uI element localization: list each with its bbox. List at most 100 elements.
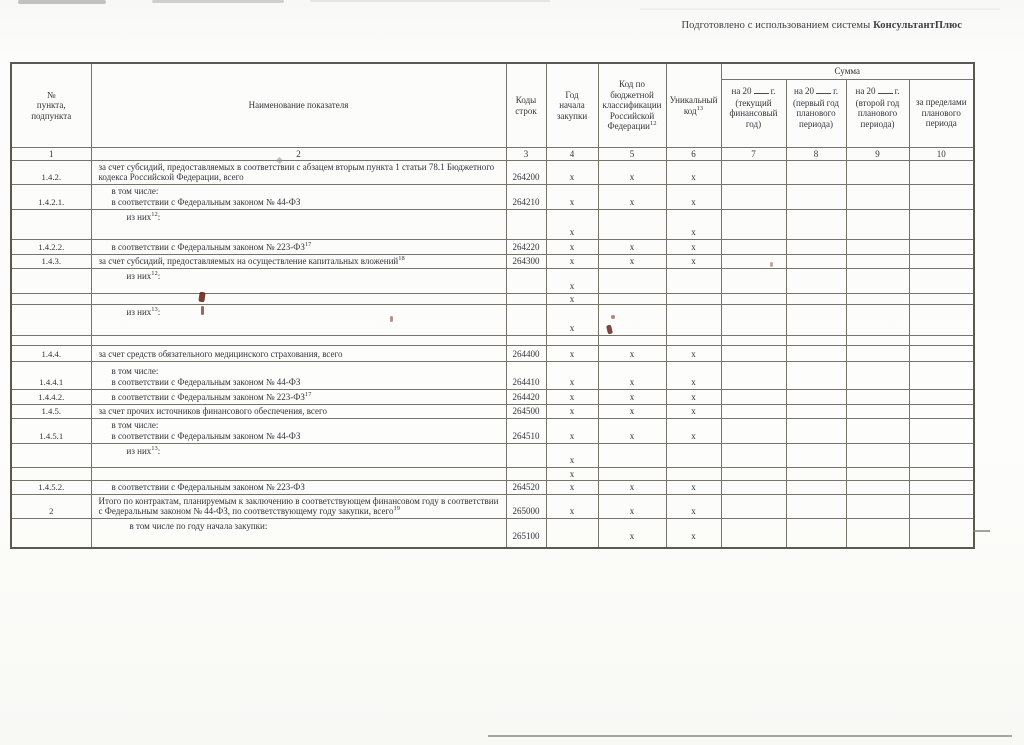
sum-cell-beyond — [908, 494, 975, 519]
col-number: 8 — [785, 147, 847, 161]
indicator-text: за счет средств обязательного медицинско… — [98, 349, 343, 359]
header-sum-group: Сумма — [720, 62, 975, 80]
footnote-12-marker: 12 — [151, 270, 158, 277]
header-sum-first-plan-year: на 20 г. (первый год планового периода) — [785, 79, 847, 148]
row-name-cell: в том числе: в соответствии с Федеральным… — [90, 418, 507, 444]
table-row: из них13: x — [10, 304, 975, 336]
unique-mark-cell: x — [665, 389, 722, 405]
sum-cell-beyond — [908, 160, 975, 185]
row-num-cell — [10, 443, 92, 468]
sum-cell-year1 — [785, 404, 847, 419]
consultantplus-watermark: Подготовлено с использованием системы Ко… — [0, 20, 962, 31]
row-name-cell: за счет субсидий, предоставляемых в соот… — [90, 160, 507, 185]
unique-mark-cell: x — [665, 345, 722, 362]
sum-cell-current — [720, 494, 787, 519]
sum-cell-year1 — [785, 160, 847, 185]
row-num-cell: 1.4.4.1 — [10, 361, 92, 390]
unique-mark-cell: x — [665, 239, 722, 255]
table-row: x — [10, 467, 975, 481]
year-mark-cell: x — [545, 184, 599, 210]
table-row: 1.4.5.2. в соответствии с Федеральным за… — [10, 480, 975, 495]
footnote-13-marker: 13 — [151, 445, 158, 452]
year-blank-line: на 20 г. — [789, 85, 844, 97]
row-num-cell: 1.4.2. — [10, 160, 92, 185]
sum-cell-current — [720, 389, 787, 405]
year-prefix: на 20 — [794, 86, 815, 96]
row-code-cell: 264300 — [505, 254, 547, 269]
row-name-cell: в том числе: в соответствии с Федеральным… — [90, 184, 507, 210]
beyond-plan-label: за пределами планового периода — [915, 97, 967, 129]
year-mark-cell: x — [545, 209, 599, 240]
year-prefix: на 20 — [855, 86, 876, 96]
col-number: 2 — [90, 147, 507, 161]
row-name-cell: Итого по контрактам, планируемым к заклю… — [90, 494, 507, 519]
col-number: 6 — [665, 147, 722, 161]
row-code-cell: 265000 — [505, 494, 547, 519]
table-row — [10, 335, 975, 346]
bk-mark-cell: x — [597, 480, 667, 495]
row-code-cell — [505, 293, 547, 305]
row-code-cell — [505, 335, 547, 346]
year-mark-cell: x — [545, 443, 599, 468]
header-purchase-start-year: Год начала закупки — [545, 62, 599, 148]
header-sum-beyond-plan: за пределами планового периода — [908, 79, 975, 148]
row-code-cell: 264510 — [505, 418, 547, 444]
in-that-number-label: в том числе: — [111, 186, 159, 196]
row-code-cell: 264420 — [505, 389, 547, 405]
row-name-cell: из них13: — [90, 443, 507, 468]
table-row: из них13: x — [10, 443, 975, 468]
header-sum-current-year: на 20 г. (текущий финансовый год) — [720, 79, 787, 148]
header-indicator-name-label: Наименование показателя — [248, 100, 349, 111]
header-unique-code-label: Уникальный код — [669, 95, 718, 116]
sum-cell-beyond — [908, 239, 975, 255]
row-code-cell — [505, 268, 547, 294]
sum-cell-current — [720, 361, 787, 390]
sum-cell-beyond — [908, 480, 975, 495]
sum-cell-year1 — [785, 184, 847, 210]
sum-cell-year2 — [845, 467, 910, 481]
footnote-13-marker: 13 — [151, 306, 158, 313]
table-border-overshoot — [973, 530, 990, 532]
sum-cell-year1 — [785, 518, 847, 548]
sum-cell-current — [720, 480, 787, 495]
sum-cell-year2 — [845, 494, 910, 519]
sum-cell-year1 — [785, 254, 847, 269]
row-num-cell: 1.4.5. — [10, 404, 92, 419]
header-line-codes: Коды строк — [505, 62, 547, 148]
ink-speck — [201, 306, 204, 315]
bk-mark-cell: x — [597, 239, 667, 255]
colon: : — [157, 446, 161, 456]
sum-cell-year1 — [785, 443, 847, 468]
sum-cell-year1 — [785, 418, 847, 444]
bk-mark-cell: x — [597, 518, 667, 548]
sum-cell-current — [720, 268, 787, 294]
year-mark-cell: x — [545, 268, 599, 294]
in-that-number-label: в том числе: — [111, 420, 159, 430]
scanner-edge-streak — [640, 8, 1000, 10]
sum-cell-current — [720, 160, 787, 185]
row-code-cell — [505, 443, 547, 468]
ink-speck — [390, 316, 393, 322]
sum-cell-year2 — [845, 160, 910, 185]
header-budget-classification-label: Код по бюджетной классификации Российско… — [602, 79, 662, 132]
indicator-text: в соответствии с Федеральным законом № 2… — [111, 392, 305, 402]
sum-cell-beyond — [908, 254, 975, 269]
ink-speck — [611, 315, 615, 319]
row-name-cell: из них13: — [90, 304, 507, 336]
indicator-text: Итого по контрактам, планируемым к заклю… — [98, 496, 499, 516]
header-row-sum-split: на 20 г. (текущий финансовый год) на 20 г.… — [11, 79, 975, 148]
sum-cell-year1 — [785, 494, 847, 519]
sum-cell-year2 — [845, 239, 910, 255]
sum-cell-year1 — [785, 345, 847, 362]
indicator-text: в соответствии с Федеральным законом № 2… — [111, 242, 305, 252]
unique-mark-cell: x — [665, 494, 722, 519]
bk-mark-cell: x — [597, 254, 667, 269]
of-which-label: из них — [126, 271, 152, 281]
sum-cell-year2 — [845, 480, 910, 495]
colon: : — [157, 307, 161, 317]
blank-underline — [816, 85, 832, 94]
row-code-cell: 264400 — [505, 345, 547, 362]
unique-mark-cell: x — [665, 160, 722, 185]
scanner-edge-streak — [18, 0, 106, 4]
